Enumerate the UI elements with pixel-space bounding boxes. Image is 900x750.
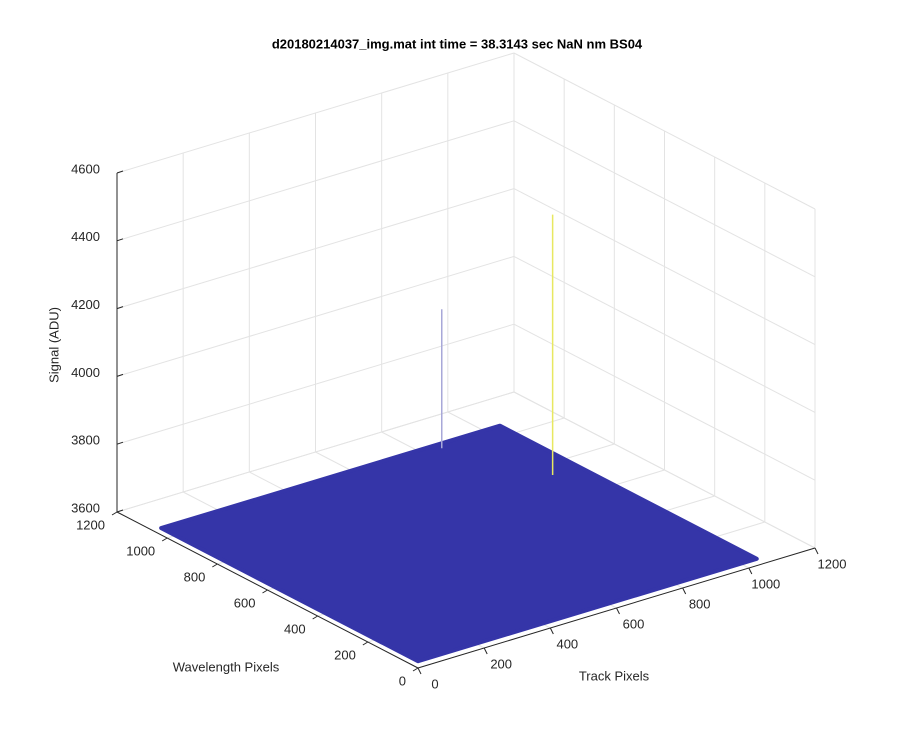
grid-line [513, 391, 816, 549]
y-tick [412, 667, 419, 672]
x-tick [814, 547, 819, 555]
y-tick [362, 641, 369, 646]
x-tick-label: 1000 [751, 576, 780, 591]
grid-line [116, 255, 515, 377]
z-tick-label: 4600 [71, 161, 100, 176]
z-tick [116, 441, 124, 445]
x-tick [549, 627, 554, 635]
x-axis-label: Track Pixels [579, 668, 650, 683]
grid-line [116, 52, 515, 174]
chart-title: d20180214037_img.mat int time = 38.3143 … [272, 36, 643, 51]
grid-line [513, 255, 816, 413]
grid-line [513, 188, 816, 346]
y-tick-label: 200 [334, 647, 356, 662]
z-tick [116, 170, 124, 174]
x-tick-label: 200 [490, 656, 512, 671]
y-tick [111, 511, 118, 516]
y-tick-label: 400 [284, 621, 306, 636]
x-tick [616, 607, 620, 615]
x-tick [483, 647, 488, 655]
y-tick [312, 615, 318, 620]
z-tick [116, 306, 124, 310]
x-tick-label: 400 [556, 636, 578, 651]
z-tick [116, 509, 124, 513]
x-tick [417, 667, 422, 675]
z-tick-label: 3600 [71, 500, 100, 515]
z-tick-label: 4200 [71, 297, 100, 312]
x-tick [748, 567, 753, 575]
grid-line [513, 323, 816, 481]
plot-area [159, 214, 759, 664]
grid-line [116, 188, 515, 310]
z-axis-label: Signal (ADU) [46, 307, 61, 383]
grid-line [116, 323, 515, 445]
z-tick-label: 3800 [71, 433, 100, 448]
y-tick-label: 800 [184, 569, 206, 584]
x-tick-label: 0 [431, 676, 438, 691]
z-tick-label: 4000 [71, 365, 100, 380]
surface [159, 423, 759, 664]
y-tick-label: 1200 [76, 517, 105, 532]
z-tick [116, 238, 124, 242]
z-tick-label: 4400 [71, 229, 100, 244]
y-tick [262, 589, 268, 594]
grid-line [116, 391, 515, 513]
grid-line [116, 120, 515, 242]
y-tick-label: 0 [399, 673, 406, 688]
y-axis-label: Wavelength Pixels [173, 659, 280, 674]
x-tick-label: 800 [689, 596, 711, 611]
y-tick [161, 537, 168, 542]
x-tick [682, 587, 687, 595]
y-tick [212, 563, 218, 568]
x-tick-label: 1200 [818, 556, 847, 571]
grid-line [513, 52, 816, 210]
y-tick-label: 1000 [126, 543, 155, 558]
y-tick-label: 600 [234, 595, 256, 610]
z-tick [116, 373, 124, 377]
grid-line [513, 120, 816, 278]
x-tick-label: 600 [623, 616, 645, 631]
